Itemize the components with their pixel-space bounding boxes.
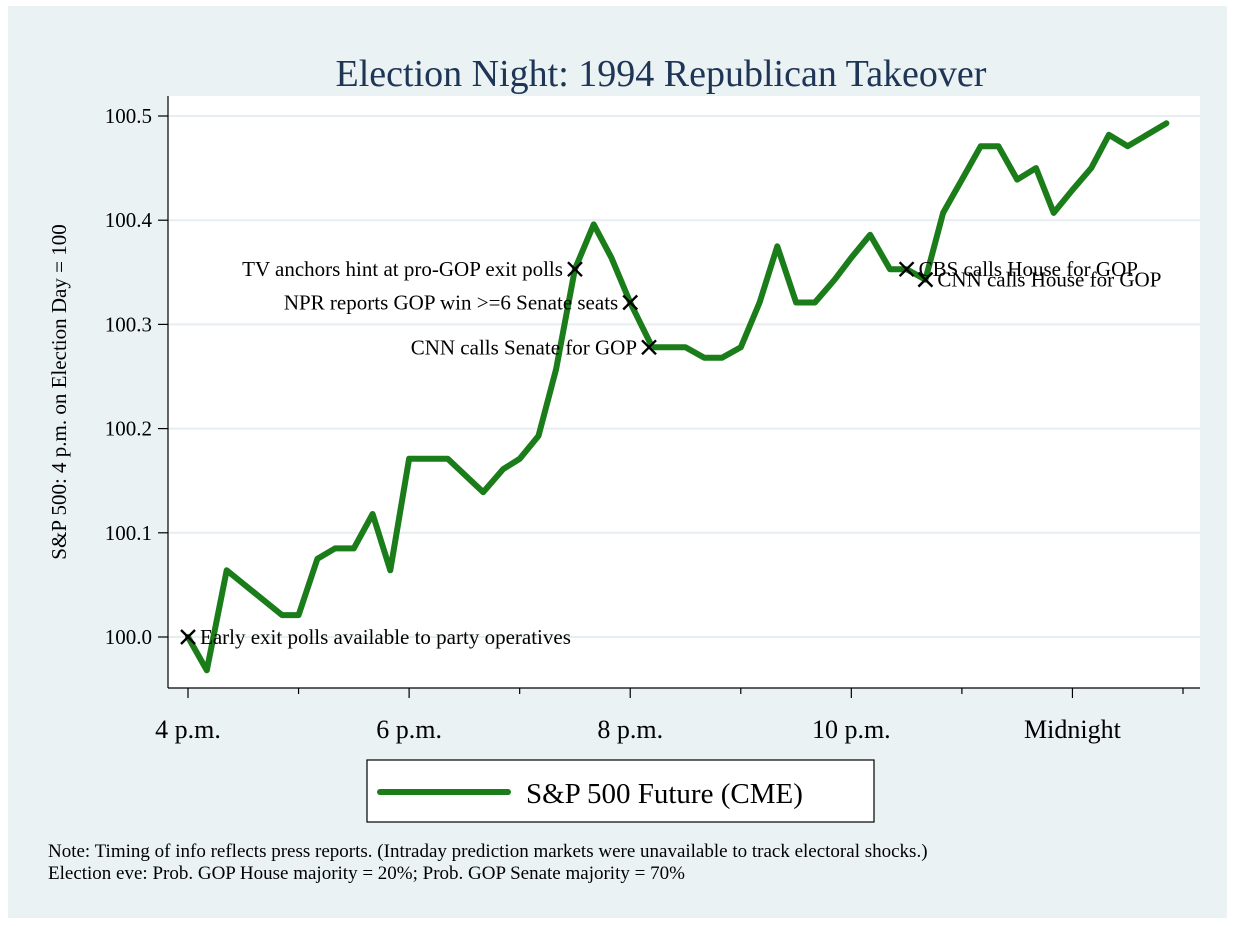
y-tick-label: 100.1: [105, 521, 152, 545]
y-axis-label: S&P 500: 4 p.m. on Election Day = 100: [47, 224, 71, 559]
annotation-label: TV anchors hint at pro-GOP exit polls: [242, 257, 563, 281]
y-tick-label: 100.0: [105, 625, 152, 649]
annotation-label: Early exit polls available to party oper…: [200, 625, 571, 649]
y-axis-ticks: 100.0 100.1 100.2 100.3 100.4 100.5: [105, 104, 168, 649]
note-line-2: Election eve: Prob. GOP House majority =…: [48, 863, 685, 884]
legend-label: S&P 500 Future (CME): [526, 778, 803, 810]
annotation: Early exit polls available to party oper…: [180, 625, 571, 649]
y-tick-label: 100.2: [105, 417, 152, 441]
y-tick-label: 100.3: [105, 312, 152, 336]
annotation-marker: [917, 271, 934, 288]
annotation-marker: [567, 261, 583, 278]
chart-title: Election Night: 1994 Republican Takeover: [336, 53, 987, 95]
annotation: NPR reports GOP win >=6 Senate seats: [284, 291, 639, 315]
annotation-label: NPR reports GOP win >=6 Senate seats: [284, 291, 618, 315]
x-tick-label: 8 p.m.: [597, 715, 663, 744]
annotation: CBS calls House for GOP: [898, 257, 1138, 281]
annotations-layer: Early exit polls available to party oper…: [180, 257, 1161, 649]
y-tick-label: 100.5: [105, 104, 152, 128]
x-tick-label: 10 p.m.: [812, 715, 891, 744]
y-tick-label: 100.4: [105, 208, 153, 232]
annotation-label: CBS calls House for GOP: [919, 257, 1138, 281]
annotation-label: CNN calls Senate for GOP: [411, 335, 637, 359]
series-line: [185, 120, 1170, 674]
x-tick-label: Midnight: [1024, 715, 1122, 744]
annotation-marker: [898, 261, 915, 278]
annotation: TV anchors hint at pro-GOP exit polls: [242, 257, 583, 281]
annotation: CNN calls House for GOP: [917, 268, 1161, 292]
annotation: CNN calls Senate for GOP: [411, 335, 657, 359]
annotation-marker: [641, 339, 657, 356]
x-tick-label: 4 p.m.: [155, 715, 221, 744]
annotation-label: CNN calls House for GOP: [937, 268, 1161, 292]
x-axis-ticks: 4 p.m. 6 p.m. 8 p.m. 10 p.m. Midnight: [155, 688, 1184, 744]
annotation-marker: [180, 629, 196, 645]
x-tick-label: 6 p.m.: [376, 715, 442, 744]
plot-area: [168, 96, 1200, 688]
gridlines: [168, 115, 1200, 638]
series-layer: [185, 120, 1170, 674]
annotation-marker: [622, 294, 639, 311]
note-line-1: Note: Timing of info reflects press repo…: [48, 841, 928, 862]
